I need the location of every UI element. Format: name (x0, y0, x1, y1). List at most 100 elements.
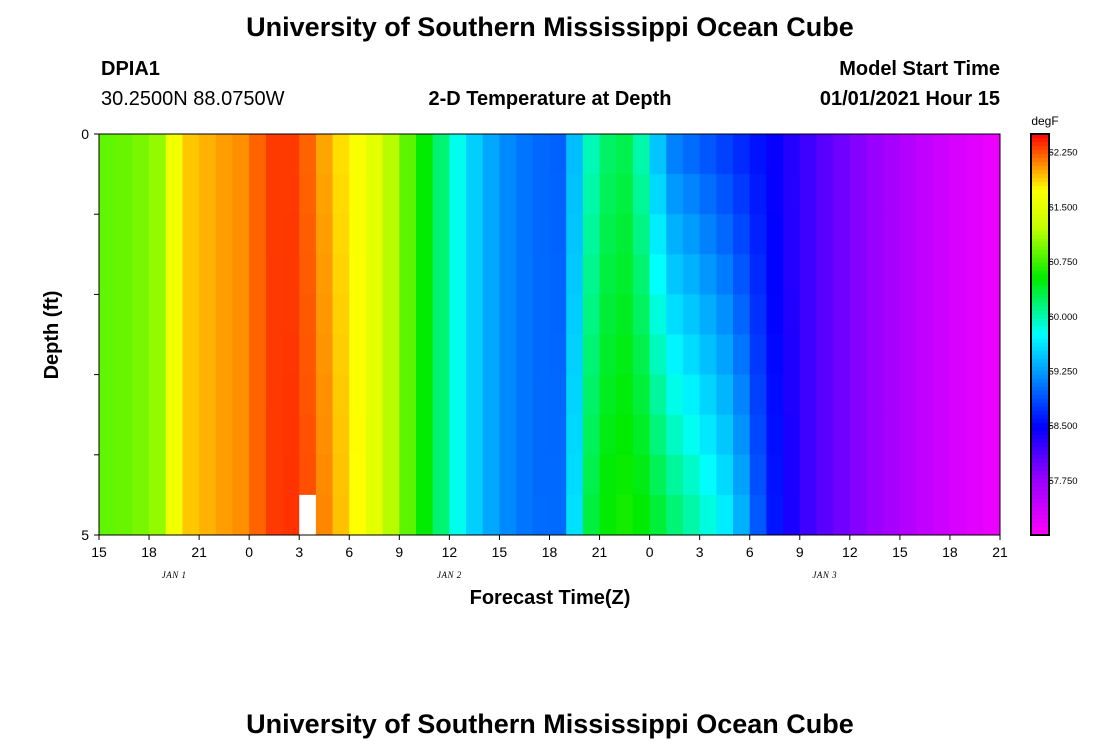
colorbar-swatch (1031, 142, 1049, 147)
heatmap-cell (349, 414, 367, 456)
heatmap-cell (716, 214, 734, 255)
heatmap-cell (582, 454, 600, 496)
colorbar-swatch (1031, 510, 1049, 516)
heatmap-cell (449, 454, 467, 496)
colorbar-swatch (1031, 426, 1049, 432)
heatmap-cell (416, 294, 434, 335)
heatmap-cell (215, 374, 233, 416)
heatmap-cell (766, 334, 784, 375)
heatmap-cell (599, 254, 617, 295)
heatmap-cell (916, 414, 934, 456)
heatmap-cell (416, 174, 434, 215)
heatmap-cell (115, 174, 133, 215)
colorbar-swatch (1031, 398, 1049, 404)
colorbar-swatch (1031, 338, 1049, 344)
x-tick-label: 21 (592, 544, 608, 560)
heatmap-cell (132, 374, 150, 416)
heatmap-cell (766, 134, 784, 175)
colorbar-swatch (1031, 462, 1049, 468)
heatmap-cell (349, 454, 367, 496)
colorbar-swatch (1031, 190, 1049, 195)
heatmap-cell (299, 294, 317, 335)
heatmap-cell (265, 294, 283, 335)
heatmap-cell (265, 134, 283, 175)
heatmap-cell (132, 254, 150, 295)
heatmap-cell (966, 414, 984, 456)
heatmap-cell (582, 134, 600, 175)
heatmap-cell (783, 174, 801, 215)
model-start-time: 01/01/2021 Hour 15 (820, 88, 1000, 110)
heatmap-cell (599, 494, 617, 536)
x-tick-label: 18 (942, 544, 958, 560)
heatmap-cell (199, 494, 217, 536)
heatmap-cell (582, 414, 600, 456)
heatmap-cell (966, 454, 984, 496)
day-label: JAN 3 (812, 570, 837, 580)
heatmap-cell (966, 374, 984, 416)
heatmap-cell (365, 134, 384, 175)
x-tick-label: 12 (842, 544, 858, 560)
heatmap-cell (365, 374, 384, 416)
heatmap-cell (499, 374, 517, 416)
heatmap-cell (833, 374, 851, 416)
colorbar-swatch (1031, 346, 1049, 352)
colorbar-tick-label: 60.000 (1048, 312, 1077, 323)
heatmap-cell (482, 294, 500, 335)
heatmap-cell (265, 494, 283, 536)
colorbar-swatch (1031, 206, 1049, 211)
heatmap-cell (382, 454, 400, 496)
colorbar-swatch (1031, 526, 1049, 532)
colorbar-swatch (1031, 530, 1049, 536)
heatmap-cell (499, 174, 517, 215)
heatmap-cell (165, 454, 183, 496)
heatmap-cell (499, 294, 517, 335)
heatmap-cell (983, 494, 1001, 536)
heatmap-cell (182, 494, 200, 536)
heatmap-cell (783, 214, 801, 255)
heatmap-cell (549, 374, 567, 416)
x-tick-label: 15 (492, 544, 508, 560)
heatmap-cell (215, 134, 233, 175)
heatmap-cell (666, 134, 684, 175)
heatmap-cell (215, 334, 233, 375)
heatmap-cell (499, 454, 517, 496)
heatmap-cell (816, 494, 834, 536)
heatmap-cell (599, 214, 617, 255)
x-tick-label: 0 (646, 544, 654, 560)
heatmap-cell (733, 334, 751, 375)
heatmap-cell (99, 494, 117, 536)
heatmap-cell (716, 494, 734, 536)
colorbar-swatch (1031, 294, 1049, 299)
heatmap-cell (332, 374, 350, 416)
heatmap-cell (182, 134, 200, 175)
colorbar-swatch (1031, 286, 1049, 291)
heatmap-cell (899, 374, 917, 416)
heatmap-cell (749, 414, 767, 456)
heatmap-cell (682, 494, 701, 536)
heatmap-cell (666, 374, 684, 416)
model-start-label: Model Start Time (839, 58, 1000, 80)
heatmap-cell (682, 374, 701, 416)
heatmap-cell (149, 254, 167, 295)
heatmap-cell (916, 454, 934, 496)
colorbar-swatch (1031, 198, 1049, 203)
x-axis-label: Forecast Time(Z) (470, 587, 631, 609)
colorbar-swatch (1031, 134, 1049, 139)
colorbar-tick-label: 60.750 (1048, 257, 1077, 268)
heatmap-cell (699, 134, 717, 175)
heatmap-cell (783, 454, 801, 496)
heatmap-cell (883, 414, 901, 456)
heatmap-cell (916, 254, 934, 295)
heatmap-cell (199, 294, 217, 335)
heatmap-cell (182, 334, 200, 375)
heatmap-cell (866, 414, 884, 456)
heatmap-cell (232, 414, 250, 456)
heatmap-cell (799, 294, 817, 335)
heatmap-cell (215, 214, 233, 255)
heatmap-cell (549, 294, 567, 335)
heatmap-cell (249, 214, 267, 255)
missing-data-cell (299, 494, 317, 536)
colorbar-swatch (1031, 166, 1049, 171)
heatmap-cell (716, 174, 734, 215)
heatmap-cell (749, 334, 767, 375)
